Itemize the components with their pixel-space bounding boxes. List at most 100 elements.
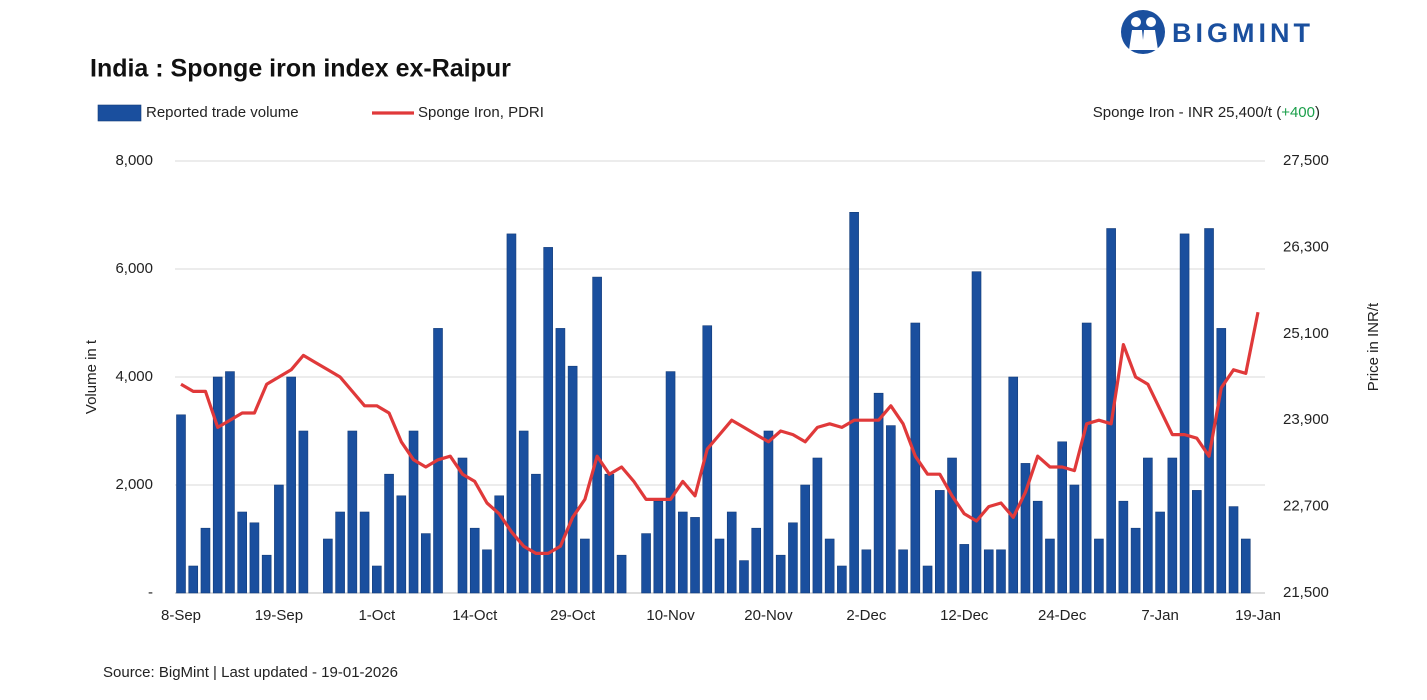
y2-axis-title: Price in INR/t <box>1365 302 1382 391</box>
bar <box>469 527 480 594</box>
bar <box>873 392 884 594</box>
y2-tick-label: 23,900 <box>1283 411 1329 428</box>
legend-swatch <box>97 104 142 122</box>
bar <box>1130 527 1141 594</box>
bar <box>286 376 296 594</box>
bar <box>347 430 358 594</box>
bar <box>1204 228 1214 594</box>
bar <box>922 565 933 594</box>
bar <box>934 490 945 594</box>
bar <box>396 495 407 594</box>
bar <box>543 247 553 594</box>
bar <box>1081 322 1092 594</box>
bar <box>176 414 186 594</box>
x-tick-label: 10-Nov <box>646 607 695 624</box>
bar <box>616 554 627 594</box>
y2-tick-label: 27,500 <box>1283 152 1329 169</box>
y-tick-label: 2,000 <box>115 476 153 493</box>
price-change: +400 <box>1281 104 1315 121</box>
bar <box>1057 441 1067 594</box>
y-tick-label: 6,000 <box>115 260 153 277</box>
x-tick-label: 29-Oct <box>550 607 596 624</box>
price-note-end: ) <box>1315 104 1320 121</box>
bar <box>726 511 737 594</box>
bar <box>739 560 749 594</box>
bar <box>1143 457 1153 594</box>
bar <box>1032 500 1043 594</box>
y-axis-title: Volume in t <box>83 339 100 414</box>
bar <box>849 212 859 594</box>
bar <box>861 549 872 594</box>
brand: BIGMINT <box>1172 18 1314 48</box>
bar <box>1216 328 1227 594</box>
bar <box>812 457 823 594</box>
y2-tick-label: 21,500 <box>1283 584 1329 601</box>
bar <box>641 533 651 594</box>
bar <box>971 271 982 594</box>
bar <box>494 495 505 594</box>
bar <box>420 533 431 594</box>
bar <box>775 554 786 594</box>
bar <box>200 527 211 594</box>
bar <box>408 430 419 594</box>
bar <box>763 430 774 594</box>
bar <box>983 549 994 594</box>
legend-label: Reported trade volume <box>146 104 299 121</box>
y2-tick-label: 25,100 <box>1283 325 1329 342</box>
y2-tick-label: 22,700 <box>1283 498 1329 515</box>
bar <box>225 371 235 594</box>
x-tick-label: 24-Dec <box>1038 607 1087 624</box>
bar <box>824 538 835 594</box>
bar <box>1045 538 1055 594</box>
price-note-text: Sponge Iron - INR 25,400/t ( <box>1093 104 1281 121</box>
bar <box>274 484 284 594</box>
line <box>180 311 1260 555</box>
bar <box>518 430 529 594</box>
price-note: Sponge Iron - INR 25,400/t (+400) <box>1093 104 1320 121</box>
bar <box>947 457 957 594</box>
bar <box>567 365 578 594</box>
bar <box>837 565 847 594</box>
x-tick-label: 8-Sep <box>161 607 201 624</box>
x-tick-label: 1-Oct <box>358 607 396 624</box>
x-tick-label: 12-Dec <box>940 607 989 624</box>
bar <box>886 425 896 594</box>
bar <box>1094 538 1104 594</box>
bar <box>555 328 566 594</box>
bar <box>702 325 713 594</box>
bar <box>604 473 615 594</box>
bar <box>690 517 700 594</box>
bar <box>1008 376 1019 594</box>
bar <box>714 538 725 594</box>
y-tick-label: 8,000 <box>115 152 153 169</box>
bar <box>580 538 590 594</box>
bar <box>1240 538 1251 594</box>
chart-title: India : Sponge iron index ex-Raipur <box>90 55 511 83</box>
x-tick-label: 20-Nov <box>744 607 793 624</box>
bar <box>665 371 676 594</box>
bar <box>359 511 370 594</box>
bar <box>261 554 272 594</box>
bar <box>959 544 970 594</box>
legend-label: Sponge Iron, PDRI <box>418 104 544 121</box>
x-tick-label: 7-Jan <box>1141 607 1179 624</box>
bar <box>1228 506 1239 594</box>
bar <box>677 511 688 594</box>
bar <box>323 538 333 594</box>
bar <box>188 565 199 594</box>
source: Source: BigMint | Last updated - 19-01-2… <box>103 664 398 681</box>
bar <box>1106 228 1116 594</box>
bar <box>788 522 798 594</box>
bar <box>653 500 664 594</box>
bar <box>482 549 492 594</box>
bar <box>1155 511 1165 594</box>
logo-icon <box>1121 10 1165 54</box>
bar <box>457 457 468 594</box>
x-tick-label: 19-Jan <box>1235 607 1281 624</box>
bar <box>237 511 247 594</box>
bar <box>1192 490 1202 594</box>
bar <box>372 565 382 594</box>
bar <box>506 233 517 594</box>
bar <box>996 549 1006 594</box>
